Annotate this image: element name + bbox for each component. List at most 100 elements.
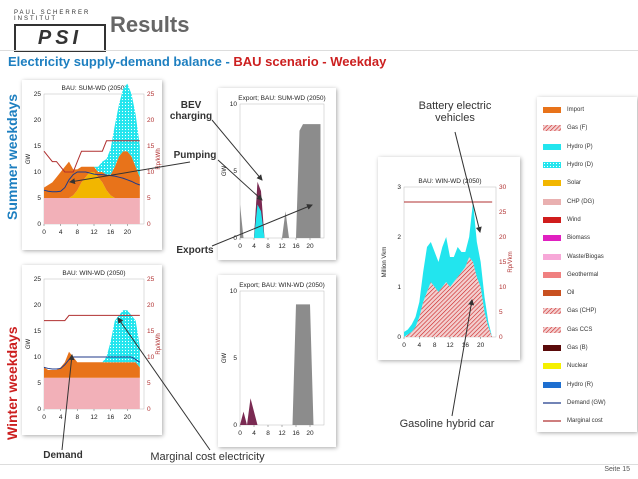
marginal-cost-line bbox=[44, 314, 140, 322]
legend-item: Geothermal bbox=[543, 266, 631, 284]
legend-label: Oil bbox=[567, 290, 575, 297]
y-axis-label: Million Vkm bbox=[382, 247, 388, 278]
legend-swatch bbox=[543, 143, 561, 150]
series-pumping bbox=[240, 204, 321, 238]
legend-item: Hydro (R) bbox=[543, 375, 631, 393]
legend-label: Gas (F) bbox=[567, 125, 588, 132]
psi-logo: PAUL SCHERRER INSTITUT PSI bbox=[14, 10, 106, 52]
y-tick-label: 0 bbox=[233, 235, 237, 242]
y-axis-label: GW bbox=[222, 353, 228, 364]
y-axis-label: GW bbox=[26, 154, 32, 165]
bev-demand-panel: BAU: WIN-WD (2050) 0 4 8 12 16 20 0 1 2 3 0 5 10 15 20 2… bbox=[378, 157, 520, 360]
legend-item: Gas CCS bbox=[543, 321, 631, 339]
legend-item: Wind bbox=[543, 211, 631, 229]
x-tick-label: 0 bbox=[42, 414, 46, 421]
y-tick-label: 15 bbox=[34, 328, 42, 335]
legend-item: Waste/Biogas bbox=[543, 247, 631, 265]
x-tick-label: 12 bbox=[90, 414, 98, 421]
legend-swatch bbox=[543, 290, 561, 297]
x-tick-label: 16 bbox=[462, 342, 470, 349]
footer-divider bbox=[0, 464, 638, 465]
pumping-annotation: Pumping bbox=[173, 150, 217, 161]
x-tick-label: 4 bbox=[252, 430, 256, 437]
demand-arrow bbox=[61, 354, 75, 451]
chart-title: BAU: SUM-WD (2050) bbox=[61, 85, 126, 92]
x-tick-label: 20 bbox=[306, 243, 314, 250]
winter-export-panel: Export; BAU: WIN-WD (2050) 0 4 8 12 16 20 0 5 10 G… bbox=[218, 275, 336, 447]
legend-swatch bbox=[543, 345, 561, 351]
winter-supply-panel: BAU: WIN-WD (2050) 0 4 8 12 16 20 0 5 10 15 20 25 0 5 1… bbox=[22, 265, 162, 435]
y-tick-label: 25 bbox=[34, 91, 42, 98]
y2-axis-label: Rp/Vkm bbox=[508, 251, 514, 272]
y2-tick-label: 5 bbox=[499, 309, 503, 316]
exports-arrow bbox=[211, 204, 313, 247]
legend-label: Solar bbox=[567, 180, 582, 187]
series-bev-charging bbox=[240, 398, 321, 425]
legend-label: Demand (GW) bbox=[567, 399, 606, 406]
gasoline-hybrid-annotation: Gasoline hybrid car bbox=[399, 418, 495, 430]
logo-mark: PSI bbox=[14, 24, 106, 52]
series-gasoline-hybrid-car bbox=[404, 257, 493, 337]
x-tick-label: 0 bbox=[42, 229, 46, 236]
legend-item: Solar bbox=[543, 174, 631, 192]
series-battery-electric-vehicles bbox=[404, 202, 493, 337]
y-tick-label: 1 bbox=[397, 284, 401, 291]
series-base bbox=[44, 198, 140, 224]
y-tick-label: 0 bbox=[397, 334, 401, 341]
y2-tick-label: 15 bbox=[147, 143, 155, 150]
legend-swatch bbox=[543, 180, 561, 187]
x-tick-label: 16 bbox=[292, 243, 300, 250]
page-title: Results bbox=[110, 12, 190, 37]
legend-swatch bbox=[543, 308, 561, 315]
x-tick-label: 20 bbox=[306, 430, 314, 437]
series-hydro bbox=[44, 310, 140, 370]
legend-item: Demand (GW) bbox=[543, 394, 631, 412]
y-tick-label: 20 bbox=[34, 117, 42, 124]
legend-item: Import bbox=[543, 101, 631, 119]
legend-label: Gas CCS bbox=[567, 326, 593, 333]
page-number: Seite 15 bbox=[604, 466, 630, 473]
x-tick-label: 4 bbox=[59, 414, 63, 421]
x-tick-label: 8 bbox=[76, 229, 80, 236]
legend-swatch bbox=[543, 402, 561, 404]
legend-item: Oil bbox=[543, 284, 631, 302]
legend-label: Nuclear bbox=[567, 363, 588, 370]
legend-swatch bbox=[543, 381, 561, 388]
x-tick-label: 8 bbox=[433, 342, 437, 349]
x-tick-label: 16 bbox=[107, 414, 115, 421]
legend-swatch bbox=[543, 107, 561, 114]
y2-axis-label: Rp/kWh bbox=[156, 333, 162, 354]
y2-tick-label: 30 bbox=[499, 184, 507, 191]
y2-tick-label: 15 bbox=[147, 328, 155, 335]
legend-swatch bbox=[543, 326, 561, 333]
winter-supply-chart: BAU: WIN-WD (2050) 0 4 8 12 16 20 0 5 10 15 20 25 0 5 1… bbox=[26, 270, 162, 421]
demand-line bbox=[43, 171, 141, 193]
y2-tick-label: 10 bbox=[147, 169, 155, 176]
series-base bbox=[44, 377, 140, 409]
series-exports bbox=[240, 304, 321, 425]
logo-institute-name: PAUL SCHERRER INSTITUT bbox=[14, 10, 91, 22]
subtitle-scenario: BAU scenario - Weekday bbox=[233, 54, 387, 69]
y-tick-label: 10 bbox=[34, 354, 42, 361]
legend-label: Waste/Biogas bbox=[567, 253, 604, 260]
legend-item: Gas (F) bbox=[543, 119, 631, 137]
y2-axis-label: Rp/kWh bbox=[156, 148, 162, 169]
summer-supply-chart: BAU: SUM-WD (2050) 0 4 8 12 16 20 0 5 10 15 20 25 0 5 1… bbox=[26, 83, 162, 236]
y-tick-label: 0 bbox=[37, 221, 41, 228]
chart-title: BAU: WIN-WD (2050) bbox=[418, 178, 481, 185]
legend-swatch bbox=[543, 216, 561, 223]
y2-tick-label: 10 bbox=[147, 354, 155, 361]
x-tick-label: 20 bbox=[124, 414, 132, 421]
exports-annotation: Exports bbox=[176, 245, 214, 256]
legend-label: Gas (CHP) bbox=[567, 308, 597, 315]
y2-tick-label: 5 bbox=[147, 195, 151, 202]
subtitle-main: Electricity supply-demand balance - bbox=[8, 54, 234, 69]
legend-swatch bbox=[543, 253, 561, 260]
y-tick-label: 5 bbox=[233, 168, 237, 175]
legend-item: CHP (DG) bbox=[543, 192, 631, 210]
y2-tick-label: 5 bbox=[147, 380, 151, 387]
x-tick-label: 4 bbox=[59, 229, 63, 236]
y-tick-label: 10 bbox=[230, 288, 238, 295]
winter-export-chart: Export; BAU: WIN-WD (2050) 0 4 8 12 16 20 0 5 10 G… bbox=[222, 282, 325, 437]
